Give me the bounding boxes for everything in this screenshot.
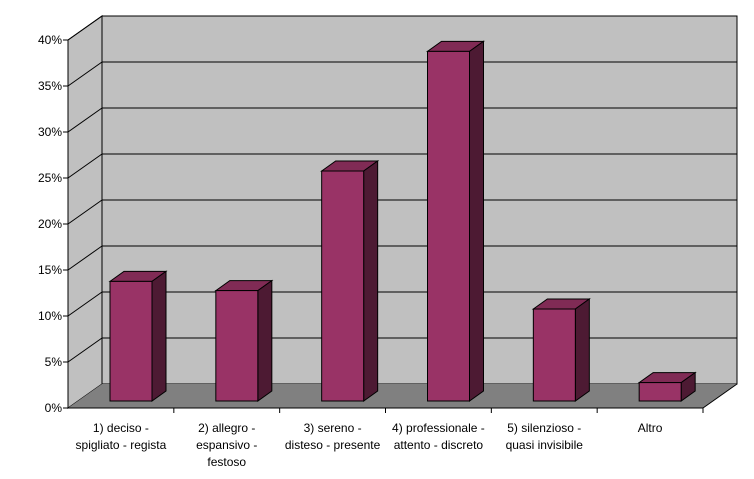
bar-front (427, 50, 470, 402)
x-tick-label: 5) silenzioso -quasi invisibile (506, 421, 584, 452)
y-tick-label: 25% (38, 171, 62, 185)
bar-6 (637, 371, 697, 402)
gridlines (67, 15, 737, 363)
x-tick-label: 1) deciso -spigliato - regista (76, 421, 167, 452)
gridline-side (67, 199, 103, 225)
y-tick-label: 10% (38, 309, 62, 323)
gridline-side (67, 245, 103, 271)
x-tick-label: Altro (638, 421, 663, 435)
y-tick-label: 40% (38, 33, 62, 47)
x-tick-label: 2) allegro -espansivo -festoso (196, 421, 257, 469)
gridline-side (67, 61, 103, 87)
x-tick-label: 4) professionale -attento - discreto (392, 421, 485, 452)
gridline-side (67, 153, 103, 179)
bar-side (469, 40, 484, 402)
bar-side (257, 279, 273, 402)
x-tick-label: 3) sereno -disteso - presente (285, 421, 381, 452)
gridline-side (67, 291, 103, 317)
bar-side (574, 298, 590, 402)
x-axis-labels: 1) deciso -spigliato - regista 2) allegro… (76, 408, 704, 469)
bars (108, 40, 697, 402)
bar-4 (425, 40, 486, 402)
bar-side (151, 270, 167, 402)
bar-1 (108, 270, 168, 402)
y-tick-label: 0% (45, 401, 63, 415)
floor-edge (702, 383, 738, 409)
y-tick-label: 35% (38, 79, 62, 93)
bar-front (215, 290, 259, 402)
chart-floor (68, 384, 737, 408)
bar-5 (531, 298, 591, 402)
y-axis-ticks: 0% 5% 10% 15% 20% 25% 30% 35% 40% (38, 33, 68, 415)
y-tick-label: 15% (38, 263, 62, 277)
bar-front (109, 280, 153, 402)
y-tick-label: 20% (38, 217, 62, 231)
bar-front (321, 170, 365, 402)
bar-front (532, 308, 576, 402)
gridline-side (67, 337, 103, 363)
gridline-side (67, 15, 103, 41)
bar-side (363, 160, 379, 402)
bar-3 (320, 160, 380, 402)
bar-2 (214, 279, 274, 402)
bar-front (638, 382, 682, 402)
y-tick-label: 30% (38, 125, 62, 139)
gridline-side (67, 107, 103, 133)
y-tick-label: 5% (45, 355, 63, 369)
